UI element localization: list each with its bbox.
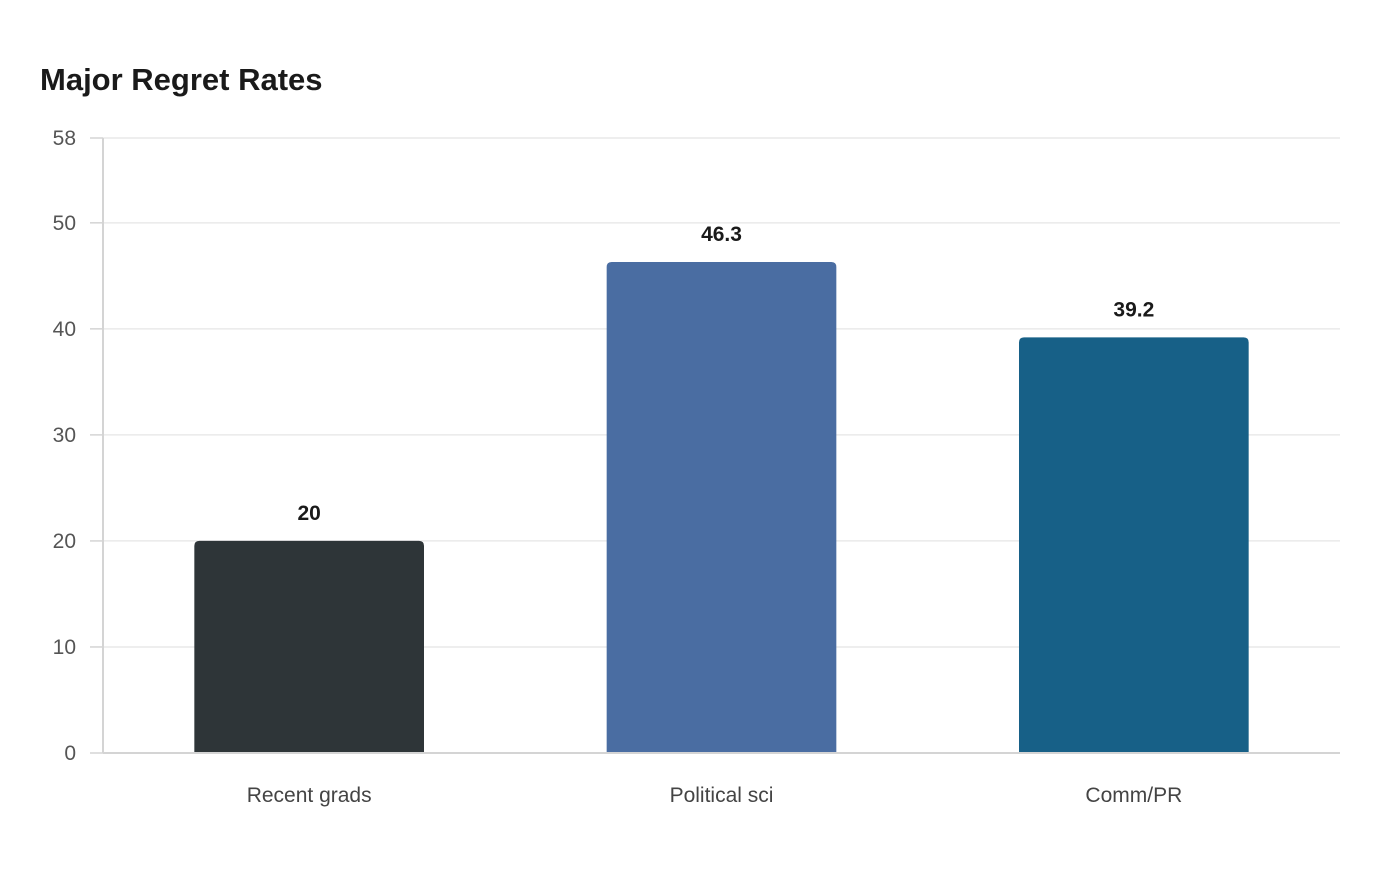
bar-comm-pr bbox=[1018, 337, 1249, 753]
y-tick-label: 0 bbox=[64, 742, 76, 765]
bar-value-label: 46.3 bbox=[701, 223, 742, 246]
x-tick-label: Political sci bbox=[670, 784, 774, 807]
y-tick-label: 30 bbox=[53, 424, 76, 447]
bar-political-sci bbox=[606, 262, 837, 753]
y-tick-label: 40 bbox=[53, 318, 76, 341]
y-tick-label: 50 bbox=[53, 212, 76, 235]
chart-title: Major Regret Rates bbox=[40, 62, 323, 97]
bar-value-label: 39.2 bbox=[1113, 298, 1154, 321]
y-tick-label: 58 bbox=[53, 127, 76, 150]
bars bbox=[194, 262, 1249, 753]
x-tick-label: Recent grads bbox=[247, 784, 372, 807]
labels: 0 10 20 30 40 50 58 20 Recent grads 46.3 Political… bbox=[53, 127, 1183, 807]
y-tick-label: 20 bbox=[53, 530, 76, 553]
axes bbox=[90, 137, 1340, 754]
y-tick-label: 10 bbox=[53, 636, 76, 659]
x-tick-label: Comm/PR bbox=[1085, 784, 1182, 807]
bar-value-label: 20 bbox=[297, 502, 320, 525]
bar-recent-grads bbox=[194, 540, 425, 753]
